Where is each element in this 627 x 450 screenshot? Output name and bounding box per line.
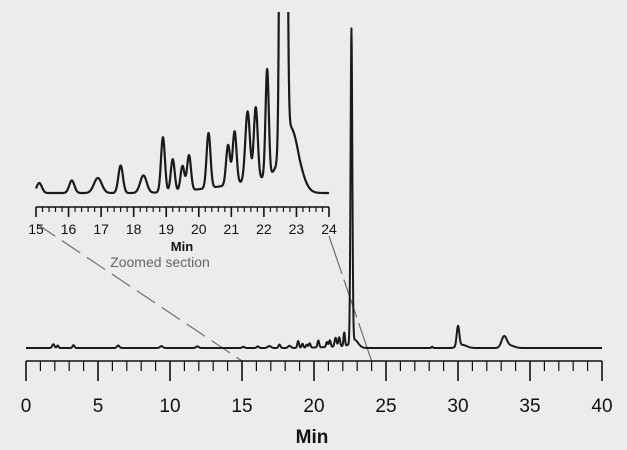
x-tick-label: 20: [303, 396, 324, 417]
x-tick-label: 35: [519, 396, 540, 417]
main-chart: 0 5 10 15 20 25 30 35 40: [21, 27, 613, 417]
x-tick-label: 20: [191, 221, 207, 237]
x-tick-label: 10: [159, 396, 180, 417]
x-tick-label: 25: [375, 396, 396, 417]
x-tick-label: 15: [28, 221, 44, 237]
inset-trace: [34, 12, 330, 195]
x-tick-label: 40: [591, 396, 612, 417]
zoom-connector-lines: [36, 223, 373, 362]
zoomed-section-label: Zoomed section: [110, 254, 210, 270]
x-tick-label: 21: [224, 221, 240, 237]
x-tick-label: 15: [231, 396, 252, 417]
x-tick-label: 5: [93, 396, 104, 417]
x-tick-label: 22: [256, 221, 272, 237]
inset-chart: 15 16 17 18 19 20 21 22 23 24: [28, 12, 337, 237]
x-tick-label: 0: [21, 396, 32, 417]
x-tick-label: 23: [289, 221, 305, 237]
zoom-line-start: [36, 223, 243, 362]
x-tick-label: 30: [447, 396, 468, 417]
main-trace: [25, 27, 603, 349]
x-tick-label: 24: [321, 221, 337, 237]
x-tick-label: 19: [158, 221, 174, 237]
x-tick-label: 16: [61, 221, 77, 237]
x-tick-label: 17: [93, 221, 109, 237]
inset-x-axis-label: Min: [171, 239, 193, 254]
main-x-axis-label: Min: [296, 427, 329, 448]
x-tick-label: 18: [126, 221, 142, 237]
